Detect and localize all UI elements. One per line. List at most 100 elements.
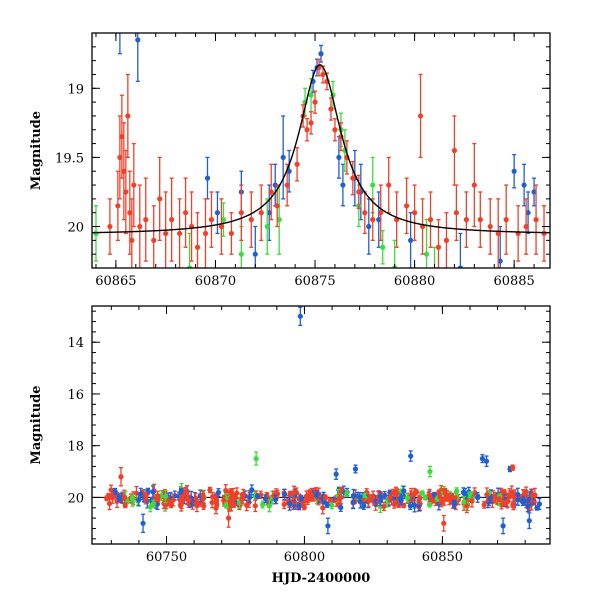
data-point-red [182,177,189,248]
data-point-blue [135,33,141,83]
data-point-green [432,246,437,268]
data-point-red [327,497,334,503]
data-point-red [503,184,509,255]
data-point-red [281,499,287,510]
data-point-red [487,198,493,255]
data-point-red [387,493,393,503]
data-point-red [155,494,161,502]
data-point-red [137,184,143,268]
data-point-red [404,177,410,235]
data-point-green [380,230,386,265]
data-point-red [515,205,521,262]
data-point-red [443,212,450,268]
data-point-red [202,198,209,268]
data-point-blue [483,455,490,468]
data-point-red [469,494,475,508]
data-point-red [209,496,215,509]
data-point-red [201,502,207,511]
data-point-red [194,212,201,268]
data-point-blue [357,492,363,502]
data-point-blue [366,198,372,255]
data-point-red [496,496,502,503]
data-point-blue [336,136,342,179]
data-point-red [248,191,254,248]
data-point-red [238,184,244,242]
y-tick-label: 18 [67,440,84,455]
plot-area [92,33,550,268]
data-point-blue [204,156,211,200]
y-tick-label: 19 [67,82,84,97]
data-point-red [401,502,407,509]
data-point-green [426,501,433,508]
y-tick-label: 19.5 [55,151,84,166]
data-point-red [107,198,113,255]
data-point-blue [475,492,481,503]
data-point-blue [249,484,255,496]
bottom-panel: 60750 60800 60850 14 16 18 20 Magnitude HJD-2400… [29,305,551,586]
data-point-blue [117,33,122,55]
data-point-red [328,97,334,121]
data-point-red [131,142,137,228]
data-point-blue [486,497,492,507]
x-tick-label: 60750 [146,550,187,565]
data-point-red [178,497,184,512]
data-point-blue [377,491,383,502]
data-point-red [394,191,400,248]
data-point-red [511,491,517,504]
data-point-blue [350,488,357,503]
data-point-red [104,495,110,502]
data-point-red [151,205,157,268]
data-point-red [218,198,225,255]
data-point-blue [408,450,414,462]
data-point-red [258,490,264,500]
data-point-red [115,170,121,242]
data-point-red [510,464,516,471]
data-point-green [220,202,227,237]
x-tick-label: 60850 [422,550,463,565]
data-point-red [121,495,127,501]
data-point-blue [140,513,146,534]
data-point-blue [531,177,537,207]
data-point-red [225,508,232,528]
data-point-blue [451,499,457,506]
data-point-red [213,501,219,515]
data-point-red [322,494,329,501]
data-point-red [304,118,310,142]
model-curve [92,64,550,234]
data-point-blue [262,494,269,504]
data-point-red [312,90,318,114]
data-point-red [484,487,490,503]
data-point-red [523,486,529,497]
data-point-green [404,493,411,503]
data-point-blue [361,501,367,510]
data-point-blue [138,487,144,501]
data-point-green [427,465,433,478]
x-tick-label: 60880 [394,274,435,289]
y-tick-label: 16 [67,388,84,403]
data-point-red [419,198,426,255]
data-point-green [423,218,430,268]
x-axis-title: HJD-2400000 [272,571,371,586]
plot-area [92,306,550,535]
data-point-blue [325,517,331,535]
data-point-blue [266,184,272,242]
data-point-blue [116,493,122,503]
x-tick-label: 60865 [95,274,136,289]
data-point-red [356,174,362,210]
data-point-red [426,488,433,502]
data-point-red [303,490,310,502]
data-point-blue [525,499,531,513]
data-point-red [441,493,447,506]
data-point-green [422,494,428,501]
data-point-red [268,163,274,221]
x-tick-label: 60885 [493,274,534,289]
data-point-blue [520,497,526,507]
data-point-green [129,494,135,503]
data-point-red [231,502,237,508]
data-point-red [453,184,460,242]
data-point-red [413,489,419,495]
data-point-red [106,496,113,511]
x-tick-label: 60800 [284,550,325,565]
